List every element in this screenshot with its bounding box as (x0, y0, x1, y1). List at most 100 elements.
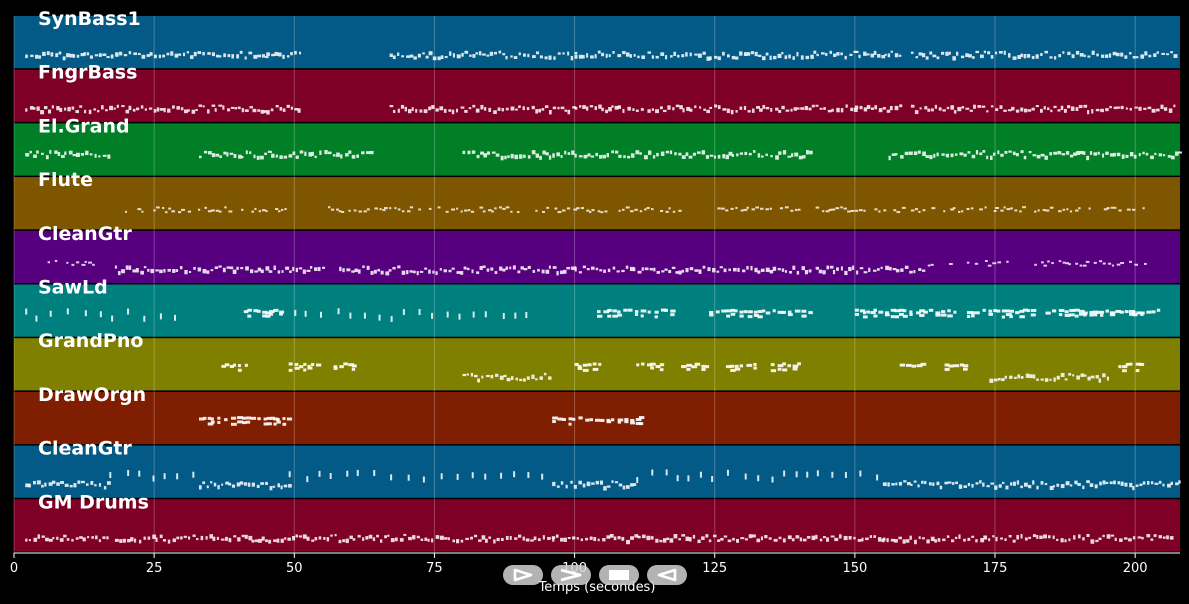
note-mark (852, 265, 855, 270)
note-mark (938, 107, 942, 111)
note-mark (510, 210, 513, 213)
note-mark (574, 54, 578, 59)
note-mark (929, 51, 933, 55)
note-mark (1089, 310, 1093, 314)
rewind-button[interactable] (647, 565, 687, 585)
note-mark (999, 105, 1003, 109)
note-mark (1008, 534, 1012, 538)
note-mark (706, 109, 710, 114)
play-button[interactable] (503, 565, 543, 585)
note-mark (408, 536, 412, 541)
note-mark (829, 265, 834, 269)
note-mark (215, 153, 220, 157)
note-mark (1082, 485, 1085, 490)
track-lane (14, 69, 1180, 122)
note-mark (42, 51, 46, 57)
note-mark (878, 108, 883, 113)
note-mark (636, 363, 640, 367)
note-mark (798, 155, 803, 160)
note-mark (184, 269, 188, 275)
note-mark (35, 315, 38, 322)
note-mark (494, 271, 498, 275)
note-mark (893, 209, 897, 212)
note-mark (449, 51, 452, 56)
note-mark (84, 109, 87, 114)
note-mark (1068, 263, 1071, 266)
note-mark (1023, 155, 1027, 160)
note-mark (484, 107, 487, 111)
note-mark (993, 309, 997, 313)
note-mark (597, 314, 603, 318)
note-mark (669, 150, 673, 155)
note-mark (288, 362, 293, 366)
note-mark (530, 539, 534, 542)
note-mark (98, 53, 102, 57)
note-mark (1129, 107, 1132, 111)
stop-button[interactable] (599, 565, 639, 585)
note-mark (598, 104, 602, 109)
note-mark (1116, 152, 1121, 157)
note-mark (297, 108, 301, 113)
note-mark (1105, 309, 1109, 313)
note-mark (249, 151, 252, 155)
note-mark (501, 537, 504, 542)
note-mark (580, 207, 585, 210)
note-mark (1087, 110, 1090, 115)
note-mark (815, 206, 820, 209)
note-mark (925, 155, 930, 158)
note-mark (762, 104, 766, 109)
note-mark (333, 365, 338, 369)
note-mark (227, 108, 231, 112)
note-mark (141, 210, 144, 213)
note-mark (781, 105, 785, 110)
note-mark (1090, 539, 1095, 544)
note-mark (67, 106, 71, 112)
note-mark (1119, 538, 1123, 542)
note-mark (174, 53, 179, 58)
note-mark (739, 364, 744, 368)
note-mark (777, 268, 781, 271)
note-mark (722, 154, 725, 159)
note-mark (1135, 484, 1139, 487)
note-mark (1013, 481, 1016, 486)
note-mark (975, 539, 978, 543)
note-mark (994, 485, 998, 490)
note-mark (946, 106, 950, 110)
note-mark (1094, 484, 1098, 489)
note-mark (423, 109, 428, 114)
note-mark (387, 534, 390, 537)
note-mark (612, 309, 617, 313)
note-mark (234, 107, 238, 110)
note-mark (132, 108, 136, 112)
note-mark (518, 534, 522, 538)
note-mark (753, 313, 759, 317)
note-mark (1100, 313, 1104, 317)
fast-forward-icon (560, 568, 582, 582)
note-mark (351, 367, 356, 371)
note-mark (1010, 207, 1013, 210)
note-mark (498, 206, 502, 209)
note-mark (247, 314, 252, 318)
note-mark (577, 366, 583, 370)
note-mark (36, 106, 40, 111)
note-mark (994, 51, 998, 55)
note-mark (483, 153, 488, 158)
note-mark (241, 208, 244, 211)
note-mark (602, 538, 606, 542)
note-mark (934, 539, 937, 543)
note-mark (460, 271, 464, 275)
fast-forward-button[interactable] (551, 565, 591, 585)
note-mark (678, 209, 682, 212)
note-mark (28, 483, 31, 488)
note-mark (1153, 534, 1157, 537)
note-mark (582, 368, 589, 372)
note-mark (611, 105, 614, 108)
note-mark (552, 537, 555, 542)
note-mark (363, 210, 367, 213)
note-mark (878, 210, 881, 213)
play-icon (513, 568, 533, 582)
note-mark (286, 417, 293, 421)
note-mark (279, 106, 283, 111)
note-mark (203, 150, 208, 154)
note-mark (1175, 151, 1179, 156)
